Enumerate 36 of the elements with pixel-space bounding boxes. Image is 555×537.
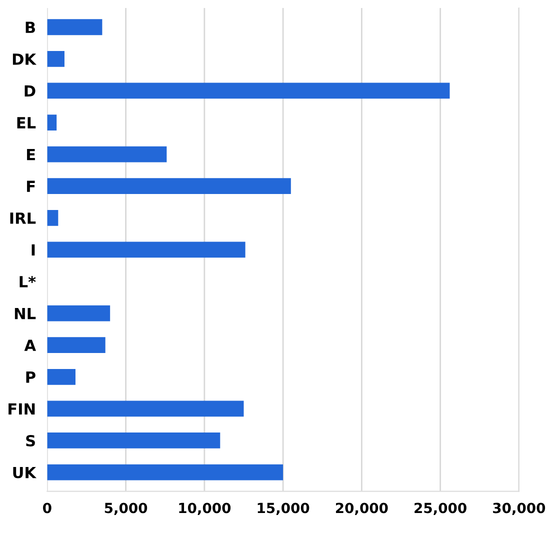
y-tick-label: S (26, 434, 35, 447)
x-tick-label: 25,000 (414, 502, 466, 515)
y-tick-label: FIN (8, 403, 35, 414)
x-tick-label: 30,000 (493, 502, 546, 515)
y-tick-label: L* (20, 276, 36, 288)
bar (47, 464, 284, 480)
x-tick-label: 0 (43, 502, 52, 514)
x-tick-label: 10,000 (179, 502, 231, 515)
x-tick-label: 5,000 (104, 502, 148, 515)
bar (47, 210, 58, 226)
bar (47, 305, 110, 322)
bar (47, 114, 57, 130)
y-tick-label: A (24, 340, 36, 351)
x-tick-label: 20,000 (336, 502, 388, 515)
y-tick-label: NL (14, 308, 36, 320)
y-tick-label: B (26, 22, 35, 33)
y-tick-label: UK (13, 466, 37, 478)
bar (47, 337, 106, 354)
y-tick-label: IRL (10, 212, 36, 224)
y-tick-label: E (27, 148, 35, 160)
y-tick-label: F (27, 180, 35, 192)
x-tick-label: 15,000 (258, 502, 310, 515)
bar (47, 19, 102, 36)
bar (47, 50, 64, 67)
bar (47, 178, 291, 194)
y-tick-label: EL (17, 117, 36, 128)
bar (47, 432, 220, 448)
bar (47, 400, 244, 417)
bar (47, 82, 450, 99)
y-tick-label: D (24, 85, 36, 97)
y-tick-label: P (26, 372, 36, 383)
y-tick-label: DK (12, 54, 37, 65)
bar (47, 368, 76, 385)
bar (47, 242, 246, 258)
y-tick-label: I (32, 244, 35, 256)
bar (47, 146, 167, 162)
